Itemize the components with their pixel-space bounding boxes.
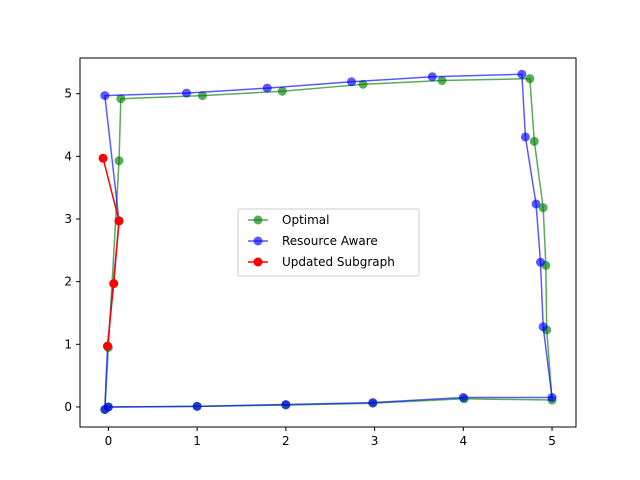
- data-point-optimal: [358, 79, 368, 89]
- y-tick-label: 1: [64, 337, 72, 351]
- y-tick-label: 5: [64, 87, 72, 101]
- legend-marker-resource-aware: [253, 236, 263, 246]
- legend-label-optimal: Optimal: [282, 213, 329, 227]
- data-point-resource-aware: [536, 257, 546, 267]
- data-point-resource-aware: [103, 402, 113, 412]
- series-resource-aware: [100, 69, 557, 414]
- y-tick-label: 3: [64, 212, 72, 226]
- data-point-resource-aware: [192, 401, 202, 411]
- data-point-resource-aware: [538, 322, 548, 332]
- x-tick-label: 2: [282, 434, 290, 448]
- legend-label-updated-subgraph: Updated Subgraph: [282, 255, 395, 269]
- data-point-resource-aware: [517, 69, 527, 79]
- data-point-optimal: [116, 94, 126, 104]
- legend-box: [237, 208, 420, 277]
- y-tick-label: 0: [64, 400, 72, 414]
- data-point-resource-aware: [347, 77, 357, 87]
- legend-marker-updated-subgraph: [253, 257, 263, 267]
- series-layer: [98, 69, 557, 414]
- x-tick-label: 5: [548, 434, 556, 448]
- data-point-updated-subgraph: [98, 153, 108, 163]
- series-updated-subgraph: [98, 153, 124, 351]
- data-point-resource-aware: [181, 88, 191, 98]
- series-line-updated-subgraph: [102, 158, 120, 347]
- legend-marker-optimal: [253, 215, 263, 225]
- y-tick-label: 4: [64, 149, 72, 163]
- data-point-updated-subgraph: [103, 341, 113, 351]
- data-point-optimal: [277, 86, 287, 96]
- data-point-optimal: [114, 156, 124, 166]
- x-tick-label: 1: [193, 434, 201, 448]
- legend-item-resource-aware: Resource Aware: [248, 234, 378, 248]
- x-axis: 0 1 2 3 4 5: [105, 427, 556, 448]
- data-point-optimal: [197, 91, 207, 101]
- data-point-optimal: [538, 203, 548, 213]
- data-point-resource-aware: [531, 199, 541, 209]
- x-tick-label: 0: [105, 434, 113, 448]
- data-point-resource-aware: [427, 72, 437, 82]
- data-point-resource-aware: [368, 398, 378, 408]
- data-point-resource-aware: [520, 132, 530, 142]
- data-point-optimal: [525, 74, 535, 84]
- data-point-resource-aware: [100, 91, 110, 101]
- y-tick-label: 2: [64, 275, 72, 289]
- legend-item-optimal: Optimal: [248, 213, 329, 227]
- data-point-updated-subgraph: [109, 279, 119, 289]
- legend: Optimal Resource Aware Updated Subgraph: [237, 208, 420, 277]
- legend-label-resource-aware: Resource Aware: [282, 234, 378, 248]
- x-tick-label: 4: [459, 434, 467, 448]
- data-point-resource-aware: [547, 393, 557, 403]
- data-point-resource-aware: [262, 83, 272, 93]
- plot-frame: [79, 57, 577, 428]
- legend-item-updated-subgraph: Updated Subgraph: [248, 255, 395, 269]
- y-axis: 0 1 2 3 4 5: [64, 87, 80, 414]
- data-point-updated-subgraph: [114, 216, 124, 226]
- x-tick-label: 3: [371, 434, 379, 448]
- data-point-optimal: [529, 136, 539, 146]
- data-point-resource-aware: [281, 399, 291, 409]
- data-point-resource-aware: [458, 393, 468, 403]
- data-point-optimal: [437, 76, 447, 86]
